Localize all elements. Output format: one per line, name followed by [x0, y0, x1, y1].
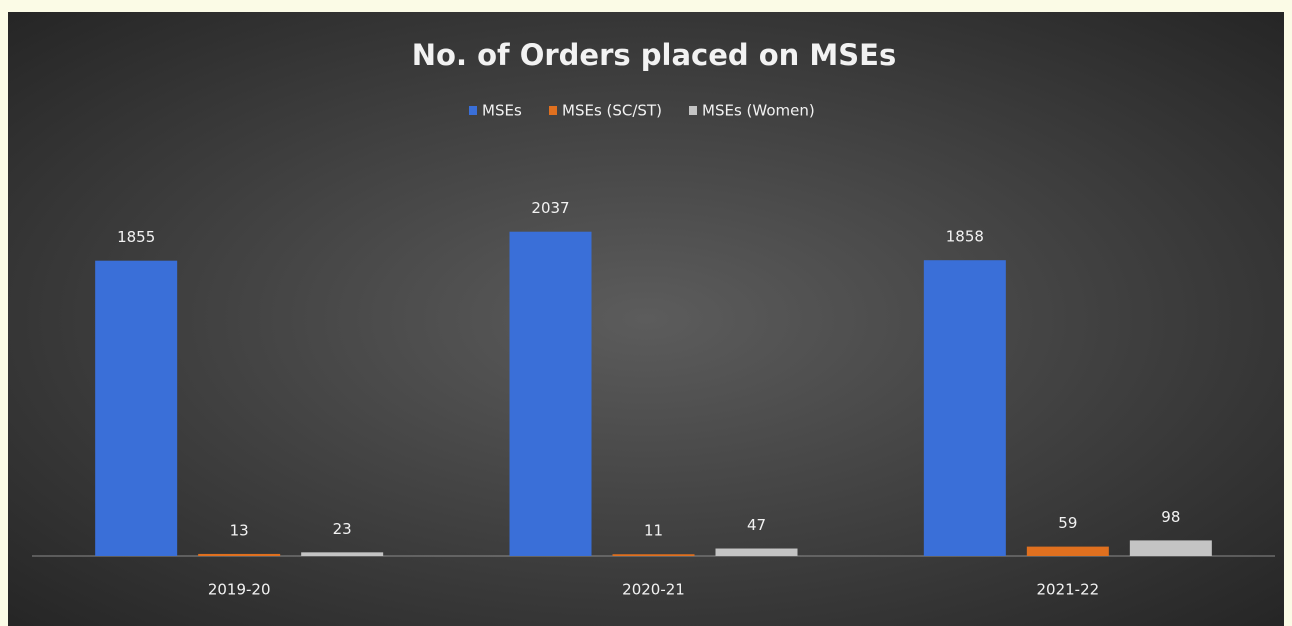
data-label: 2037	[531, 199, 569, 217]
bar	[715, 548, 798, 556]
data-label: 11	[644, 522, 663, 540]
bar	[198, 553, 281, 556]
x-tick-label: 2019-20	[208, 581, 271, 599]
legend-label: MSEs (Women)	[702, 102, 815, 120]
chart-title: No. of Orders placed on MSEs	[412, 38, 896, 72]
bar	[1129, 540, 1212, 556]
x-tick-label: 2020-21	[622, 581, 685, 599]
chart-background	[8, 12, 1284, 626]
data-label: 13	[230, 521, 249, 539]
bar	[923, 260, 1006, 556]
legend-swatch	[689, 106, 697, 115]
bar	[301, 552, 384, 556]
data-label: 1855	[117, 228, 155, 246]
data-label: 1858	[946, 228, 984, 246]
legend-label: MSEs (SC/ST)	[562, 102, 662, 120]
bar	[95, 260, 178, 556]
legend-swatch	[469, 106, 477, 115]
data-label: 23	[333, 520, 352, 538]
data-label: 59	[1058, 514, 1077, 532]
data-label: 47	[747, 516, 766, 534]
bar	[1026, 546, 1109, 556]
data-label: 98	[1161, 508, 1180, 526]
bar	[509, 231, 592, 556]
legend-swatch	[549, 106, 557, 115]
legend-label: MSEs	[482, 102, 522, 120]
x-tick-label: 2021-22	[1036, 581, 1099, 599]
bar	[612, 554, 695, 556]
